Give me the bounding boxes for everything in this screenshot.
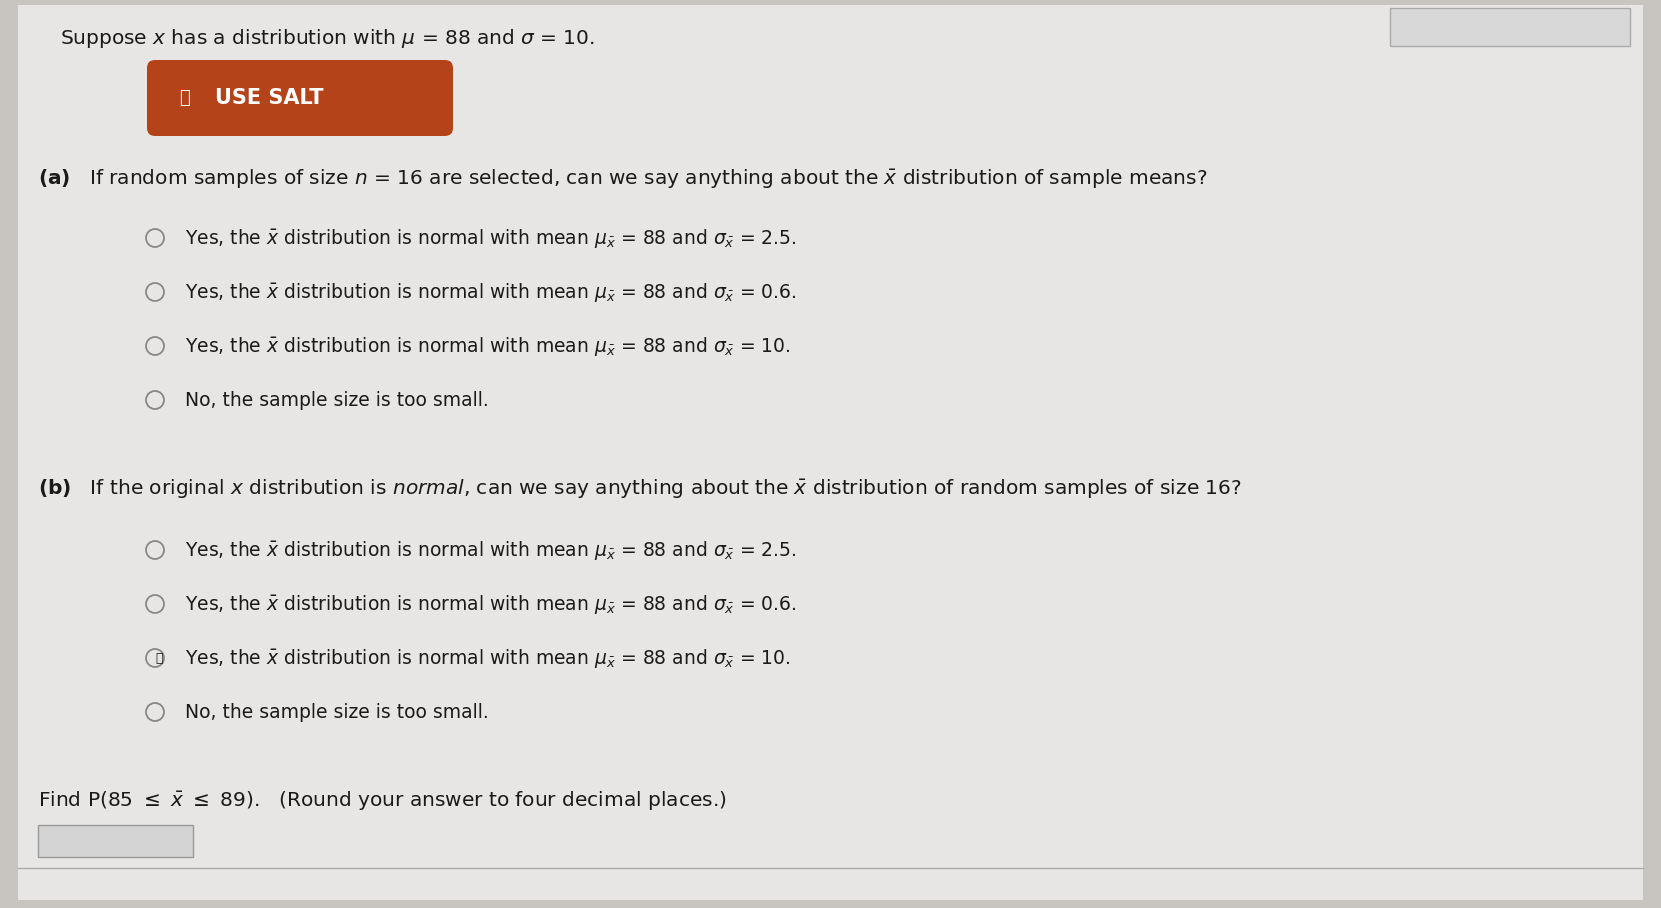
- Circle shape: [146, 541, 164, 559]
- FancyBboxPatch shape: [148, 60, 453, 136]
- Circle shape: [146, 229, 164, 247]
- Text: Yes, the $\bar{x}$ distribution is normal with mean $\mu_{\bar{x}}$ = 88 and $\s: Yes, the $\bar{x}$ distribution is norma…: [184, 646, 791, 669]
- Text: Yes, the $\bar{x}$ distribution is normal with mean $\mu_{\bar{x}}$ = 88 and $\s: Yes, the $\bar{x}$ distribution is norma…: [184, 593, 797, 616]
- Text: Yes, the $\bar{x}$ distribution is normal with mean $\mu_{\bar{x}}$ = 88 and $\s: Yes, the $\bar{x}$ distribution is norma…: [184, 538, 797, 561]
- FancyBboxPatch shape: [1390, 8, 1629, 46]
- Circle shape: [146, 337, 164, 355]
- Text: $\bf{(a)}$   If random samples of size $n$ = 16 are selected, can we say anythin: $\bf{(a)}$ If random samples of size $n$…: [38, 168, 1208, 191]
- Text: 📖: 📖: [179, 89, 191, 107]
- Text: 🖱: 🖱: [154, 652, 163, 665]
- Text: $\bf{(b)}$   If the original $x$ distribution is $\it{normal}$, can we say anyth: $\bf{(b)}$ If the original $x$ distribut…: [38, 478, 1242, 501]
- Text: No, the sample size is too small.: No, the sample size is too small.: [184, 703, 488, 722]
- Circle shape: [146, 703, 164, 721]
- FancyBboxPatch shape: [18, 5, 1643, 900]
- Text: Yes, the $\bar{x}$ distribution is normal with mean $\mu_{\bar{x}}$ = 88 and $\s: Yes, the $\bar{x}$ distribution is norma…: [184, 281, 797, 303]
- Text: No, the sample size is too small.: No, the sample size is too small.: [184, 390, 488, 410]
- Text: USE SALT: USE SALT: [214, 88, 324, 108]
- Text: Yes, the $\bar{x}$ distribution is normal with mean $\mu_{\bar{x}}$ = 88 and $\s: Yes, the $\bar{x}$ distribution is norma…: [184, 334, 791, 358]
- Text: Suppose $x$ has a distribution with $\mu$ = 88 and $\sigma$ = 10.: Suppose $x$ has a distribution with $\mu…: [60, 26, 595, 50]
- Text: Yes, the $\bar{x}$ distribution is normal with mean $\mu_{\bar{x}}$ = 88 and $\s: Yes, the $\bar{x}$ distribution is norma…: [184, 226, 797, 250]
- FancyBboxPatch shape: [38, 825, 193, 857]
- Circle shape: [146, 391, 164, 409]
- Circle shape: [146, 595, 164, 613]
- Text: Find P(85 $\leq$ $\bar{x}$ $\leq$ 89).   (Round your answer to four decimal plac: Find P(85 $\leq$ $\bar{x}$ $\leq$ 89). (…: [38, 790, 726, 813]
- Circle shape: [146, 649, 164, 667]
- Circle shape: [146, 283, 164, 301]
